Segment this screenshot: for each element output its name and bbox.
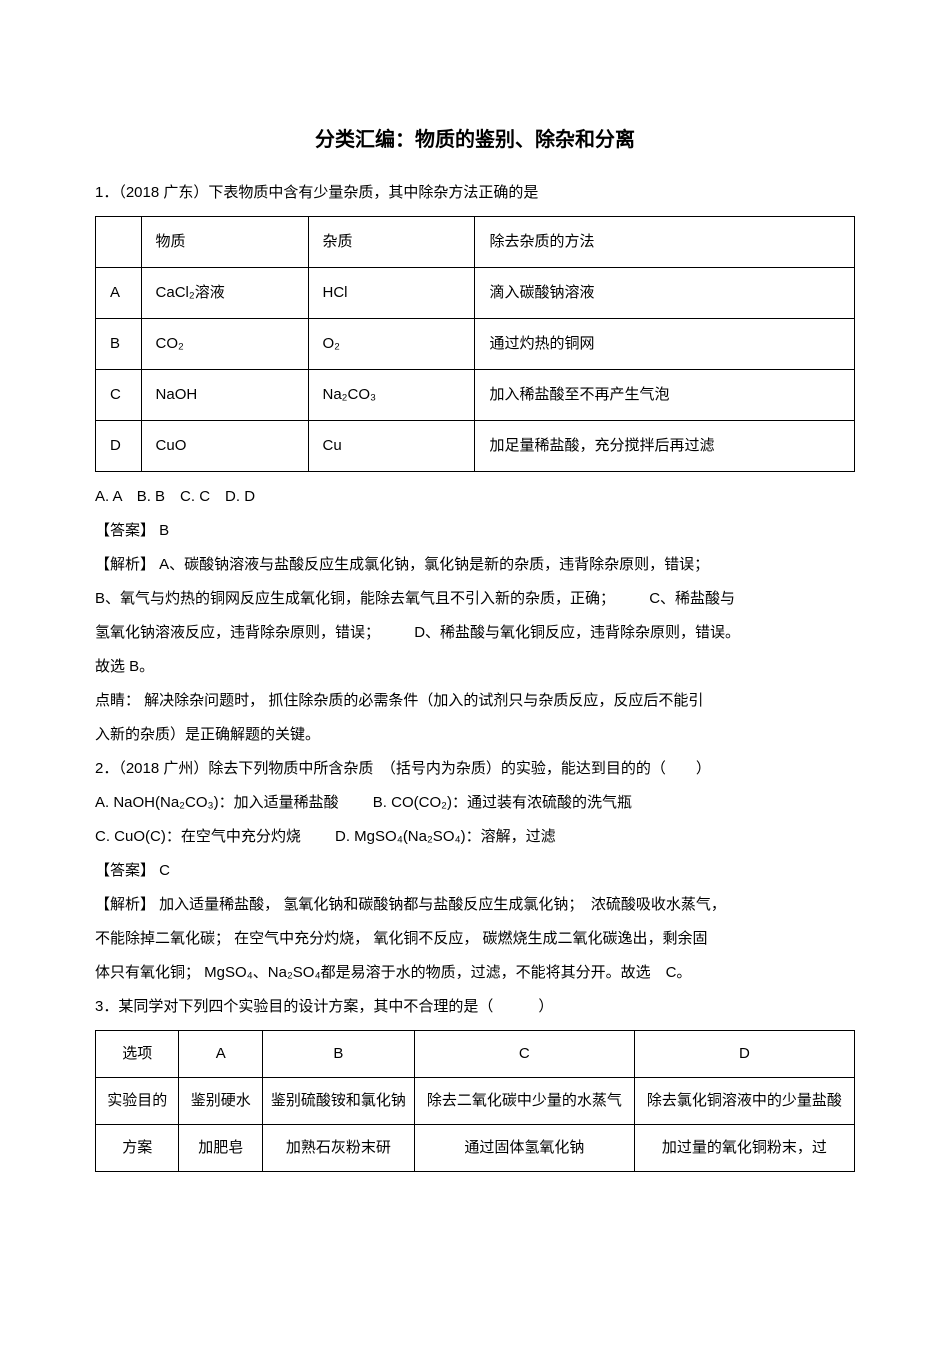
q1-exp: B、氧气与灼热的铜网反应生成氧化铜，能除去氧气且不引入新的杂质，正确； C、稀盐… bbox=[95, 584, 855, 614]
cell: D bbox=[634, 1031, 854, 1078]
q1-table: 物质 杂质 除去杂质的方法 A CaCl₂溶液 HCl 滴入碳酸钠溶液 B CO… bbox=[95, 216, 855, 472]
table-row: 方案 加肥皂 加熟石灰粉末研 通过固体氢氧化钠 加过量的氧化铜粉末，过 bbox=[96, 1125, 855, 1172]
table-row: B CO₂ O₂ 通过灼热的铜网 bbox=[96, 319, 855, 370]
q1-answer: 【答案】 B bbox=[95, 516, 855, 546]
table-row: A CaCl₂溶液 HCl 滴入碳酸钠溶液 bbox=[96, 268, 855, 319]
text: C. CuO(C)：在空气中充分灼烧 bbox=[95, 828, 301, 845]
cell: 选项 bbox=[96, 1031, 179, 1078]
table-row: 选项 A B C D bbox=[96, 1031, 855, 1078]
cell: D bbox=[96, 421, 142, 472]
cell: B bbox=[96, 319, 142, 370]
q1-options: A. A B. B C. C D. D bbox=[95, 482, 855, 512]
q1-tip: 点睛： 解决除杂问题时， 抓住除杂质的必需条件（加入的试剂只与杂质反应，反应后不… bbox=[95, 686, 855, 716]
q2-stem: 2．（2018 广州）除去下列物质中所含杂质 （括号内为杂质）的实验，能达到目的… bbox=[95, 754, 855, 784]
q1-exp: 氢氧化钠溶液反应，违背除杂原则，错误； D、稀盐酸与氧化铜反应，违背除杂原则，错… bbox=[95, 618, 855, 648]
table-row: D CuO Cu 加足量稀盐酸，充分搅拌后再过滤 bbox=[96, 421, 855, 472]
cell bbox=[96, 217, 142, 268]
cell: O₂ bbox=[308, 319, 475, 370]
cell: 加入稀盐酸至不再产生气泡 bbox=[475, 370, 855, 421]
q1-stem: 1．（2018 广东）下表物质中含有少量杂质，其中除杂方法正确的是 bbox=[95, 178, 855, 208]
cell: 通过固体氢氧化钠 bbox=[414, 1125, 634, 1172]
cell: 加过量的氧化铜粉末，过 bbox=[634, 1125, 854, 1172]
q2-exp: 体只有氧化铜； MgSO₄、Na₂SO₄都是易溶于水的物质，过滤，不能将其分开。… bbox=[95, 958, 855, 988]
cell: 鉴别硬水 bbox=[179, 1078, 262, 1125]
text: D. MgSO₄(Na₂SO₄)：溶解，过滤 bbox=[335, 828, 556, 845]
cell: 实验目的 bbox=[96, 1078, 179, 1125]
q1-tip: 入新的杂质）是正确解题的关键。 bbox=[95, 720, 855, 750]
q2-exp: 【解析】 加入适量稀盐酸， 氢氧化钠和碳酸钠都与盐酸反应生成氯化钠； 浓硫酸吸收… bbox=[95, 890, 855, 920]
text: C、稀盐酸与 bbox=[649, 590, 735, 607]
cell: 鉴别硫酸铵和氯化钠 bbox=[262, 1078, 414, 1125]
q3-stem: 3．某同学对下列四个实验目的设计方案，其中不合理的是（ ） bbox=[95, 992, 855, 1022]
cell: 杂质 bbox=[308, 217, 475, 268]
q2-opts: A. NaOH(Na₂CO₃)：加入适量稀盐酸 B. CO(CO₂)：通过装有浓… bbox=[95, 788, 855, 818]
cell: 加熟石灰粉末研 bbox=[262, 1125, 414, 1172]
table-row: C NaOH Na₂CO₃ 加入稀盐酸至不再产生气泡 bbox=[96, 370, 855, 421]
cell: Na₂CO₃ bbox=[308, 370, 475, 421]
cell: C bbox=[96, 370, 142, 421]
q1-exp: 【解析】 A、碳酸钠溶液与盐酸反应生成氯化钠，氯化钠是新的杂质，违背除杂原则，错… bbox=[95, 550, 855, 580]
cell: A bbox=[96, 268, 142, 319]
cell: A bbox=[179, 1031, 262, 1078]
q3-table: 选项 A B C D 实验目的 鉴别硬水 鉴别硫酸铵和氯化钠 除去二氧化碳中少量… bbox=[95, 1030, 855, 1172]
q2-answer: 【答案】 C bbox=[95, 856, 855, 886]
text: 氢氧化钠溶液反应，违背除杂原则，错误； bbox=[95, 624, 380, 641]
cell: CO₂ bbox=[141, 319, 308, 370]
cell: CuO bbox=[141, 421, 308, 472]
text: D、稀盐酸与氧化铜反应，违背除杂原则，错误。 bbox=[414, 624, 740, 641]
cell: HCl bbox=[308, 268, 475, 319]
cell: 滴入碳酸钠溶液 bbox=[475, 268, 855, 319]
q2-opts: C. CuO(C)：在空气中充分灼烧 D. MgSO₄(Na₂SO₄)：溶解，过… bbox=[95, 822, 855, 852]
table-row: 实验目的 鉴别硬水 鉴别硫酸铵和氯化钠 除去二氧化碳中少量的水蒸气 除去氯化铜溶… bbox=[96, 1078, 855, 1125]
cell: 物质 bbox=[141, 217, 308, 268]
cell: C bbox=[414, 1031, 634, 1078]
page-title: 分类汇编：物质的鉴别、除杂和分离 bbox=[95, 120, 855, 160]
cell: NaOH bbox=[141, 370, 308, 421]
cell: 通过灼热的铜网 bbox=[475, 319, 855, 370]
cell: 除去杂质的方法 bbox=[475, 217, 855, 268]
text: A. NaOH(Na₂CO₃)：加入适量稀盐酸 bbox=[95, 794, 339, 811]
cell: Cu bbox=[308, 421, 475, 472]
q1-exp: 故选 B。 bbox=[95, 652, 855, 682]
cell: B bbox=[262, 1031, 414, 1078]
table-row: 物质 杂质 除去杂质的方法 bbox=[96, 217, 855, 268]
cell: CaCl₂溶液 bbox=[141, 268, 308, 319]
cell: 方案 bbox=[96, 1125, 179, 1172]
cell: 除去二氧化碳中少量的水蒸气 bbox=[414, 1078, 634, 1125]
text: B、氧气与灼热的铜网反应生成氧化铜，能除去氧气且不引入新的杂质，正确； bbox=[95, 590, 615, 607]
q2-exp: 不能除掉二氧化碳； 在空气中充分灼烧， 氧化铜不反应， 碳燃烧生成二氧化碳逸出，… bbox=[95, 924, 855, 954]
cell: 加足量稀盐酸，充分搅拌后再过滤 bbox=[475, 421, 855, 472]
cell: 加肥皂 bbox=[179, 1125, 262, 1172]
cell: 除去氯化铜溶液中的少量盐酸 bbox=[634, 1078, 854, 1125]
text: B. CO(CO₂)：通过装有浓硫酸的洗气瓶 bbox=[373, 794, 632, 811]
